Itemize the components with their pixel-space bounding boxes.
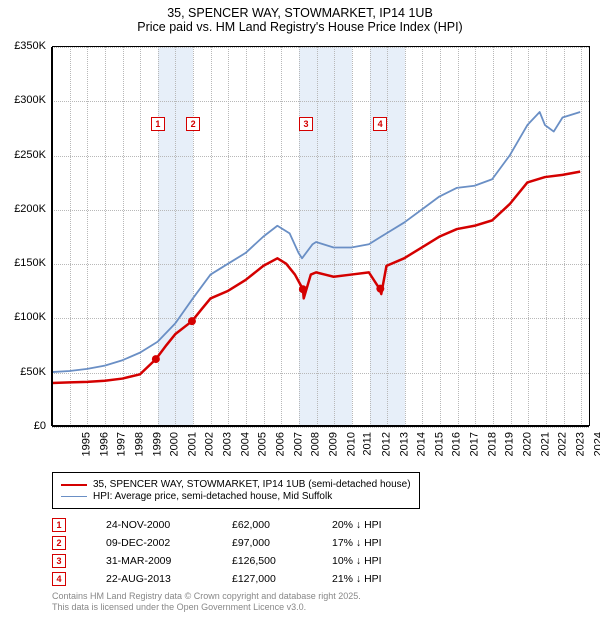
sale-marker-4: 4 bbox=[373, 117, 387, 131]
series-price_paid bbox=[52, 172, 580, 383]
y-axis-labels: £0£50K£100K£150K£200K£250K£300K£350K bbox=[0, 46, 50, 426]
legend-label: 35, SPENCER WAY, STOWMARKET, IP14 1UB (s… bbox=[93, 479, 411, 490]
x-axis-line bbox=[52, 425, 589, 427]
x-tick-label: 2004 bbox=[239, 432, 251, 456]
x-tick-label: 2001 bbox=[186, 432, 198, 456]
title-line-2: Price paid vs. HM Land Registry's House … bbox=[0, 20, 600, 34]
x-tick-label: 2018 bbox=[486, 432, 498, 456]
sale-price: £62,000 bbox=[232, 519, 292, 531]
x-tick-label: 2012 bbox=[380, 432, 392, 456]
sale-date: 31-MAR-2009 bbox=[106, 555, 192, 567]
x-tick-label: 2016 bbox=[451, 432, 463, 456]
y-tick-label: £150K bbox=[14, 257, 46, 269]
x-tick-label: 2002 bbox=[204, 432, 216, 456]
x-tick-label: 2006 bbox=[275, 432, 287, 456]
legend-swatch bbox=[61, 484, 87, 486]
y-tick-label: £200K bbox=[14, 203, 46, 215]
sale-pct: 20% ↓ HPI bbox=[332, 519, 402, 531]
y-tick-label: £350K bbox=[14, 40, 46, 52]
sale-point-3 bbox=[299, 285, 307, 293]
sale-point-2 bbox=[188, 317, 196, 325]
sale-pct: 17% ↓ HPI bbox=[332, 537, 402, 549]
sale-price: £126,500 bbox=[232, 555, 292, 567]
sale-marker-1: 1 bbox=[151, 117, 165, 131]
footnote-line-2: This data is licensed under the Open Gov… bbox=[52, 602, 361, 614]
x-tick-label: 2023 bbox=[574, 432, 586, 456]
x-axis-labels: 1995 1996 1997 1998 1999 2000 2001 2002 2003 2004… bbox=[52, 428, 590, 468]
y-tick-label: £100K bbox=[14, 311, 46, 323]
chart-plot-area: 1 2 3 4 bbox=[52, 46, 590, 426]
x-tick-label: 2000 bbox=[169, 432, 181, 456]
sale-row-marker: 1 bbox=[52, 518, 66, 532]
footnote: Contains HM Land Registry data © Crown c… bbox=[52, 591, 361, 614]
chart-lines bbox=[52, 47, 589, 426]
x-tick-label: 2021 bbox=[539, 432, 551, 456]
x-tick-label: 2008 bbox=[310, 432, 322, 456]
legend-item: HPI: Average price, semi-detached house,… bbox=[61, 491, 411, 502]
x-tick-label: 1996 bbox=[98, 432, 110, 456]
sale-point-4 bbox=[376, 285, 384, 293]
sales-table: 1 24-NOV-2000 £62,000 20% ↓ HPI 2 09-DEC-2002… bbox=[52, 516, 402, 588]
sale-row: 1 24-NOV-2000 £62,000 20% ↓ HPI bbox=[52, 516, 402, 534]
footnote-line-1: Contains HM Land Registry data © Crown c… bbox=[52, 591, 361, 603]
chart-title-block: 35, SPENCER WAY, STOWMARKET, IP14 1UB Pr… bbox=[0, 0, 600, 34]
y-tick-label: £250K bbox=[14, 149, 46, 161]
sale-row: 4 22-AUG-2013 £127,000 21% ↓ HPI bbox=[52, 570, 402, 588]
sale-row: 2 09-DEC-2002 £97,000 17% ↓ HPI bbox=[52, 534, 402, 552]
legend-label: HPI: Average price, semi-detached house,… bbox=[93, 491, 332, 502]
x-tick-label: 1997 bbox=[116, 432, 128, 456]
x-tick-label: 2019 bbox=[504, 432, 516, 456]
sale-marker-3: 3 bbox=[299, 117, 313, 131]
sale-date: 22-AUG-2013 bbox=[106, 573, 192, 585]
legend: 35, SPENCER WAY, STOWMARKET, IP14 1UB (s… bbox=[52, 472, 420, 509]
sale-price: £127,000 bbox=[232, 573, 292, 585]
x-tick-label: 2020 bbox=[521, 432, 533, 456]
x-tick-label: 2010 bbox=[345, 432, 357, 456]
sale-row: 3 31-MAR-2009 £126,500 10% ↓ HPI bbox=[52, 552, 402, 570]
sale-date: 09-DEC-2002 bbox=[106, 537, 192, 549]
sale-marker-2: 2 bbox=[186, 117, 200, 131]
sale-date: 24-NOV-2000 bbox=[106, 519, 192, 531]
x-tick-label: 2005 bbox=[257, 432, 269, 456]
sale-row-marker: 3 bbox=[52, 554, 66, 568]
y-tick-label: £300K bbox=[14, 94, 46, 106]
x-tick-label: 2011 bbox=[362, 432, 374, 456]
x-tick-label: 2014 bbox=[416, 432, 428, 456]
x-tick-label: 2003 bbox=[222, 432, 234, 456]
y-tick-label: £50K bbox=[20, 366, 46, 378]
x-tick-label: 2007 bbox=[292, 432, 304, 456]
legend-swatch bbox=[61, 496, 87, 497]
sale-price: £97,000 bbox=[232, 537, 292, 549]
x-tick-label: 1995 bbox=[80, 432, 92, 456]
x-tick-label: 2017 bbox=[469, 432, 481, 456]
x-tick-label: 2009 bbox=[327, 432, 339, 456]
sale-row-marker: 4 bbox=[52, 572, 66, 586]
y-axis-line bbox=[51, 47, 53, 426]
x-tick-label: 2015 bbox=[433, 432, 445, 456]
x-tick-label: 2024 bbox=[592, 432, 600, 456]
series-hpi bbox=[52, 112, 580, 372]
sale-pct: 10% ↓ HPI bbox=[332, 555, 402, 567]
x-tick-label: 2022 bbox=[557, 432, 569, 456]
x-tick-label: 1998 bbox=[133, 432, 145, 456]
title-line-1: 35, SPENCER WAY, STOWMARKET, IP14 1UB bbox=[0, 6, 600, 20]
x-tick-label: 2013 bbox=[398, 432, 410, 456]
sale-pct: 21% ↓ HPI bbox=[332, 573, 402, 585]
y-tick-label: £0 bbox=[34, 420, 46, 432]
sale-row-marker: 2 bbox=[52, 536, 66, 550]
sale-point-1 bbox=[152, 355, 160, 363]
x-tick-label: 1999 bbox=[151, 432, 163, 456]
legend-item: 35, SPENCER WAY, STOWMARKET, IP14 1UB (s… bbox=[61, 479, 411, 490]
